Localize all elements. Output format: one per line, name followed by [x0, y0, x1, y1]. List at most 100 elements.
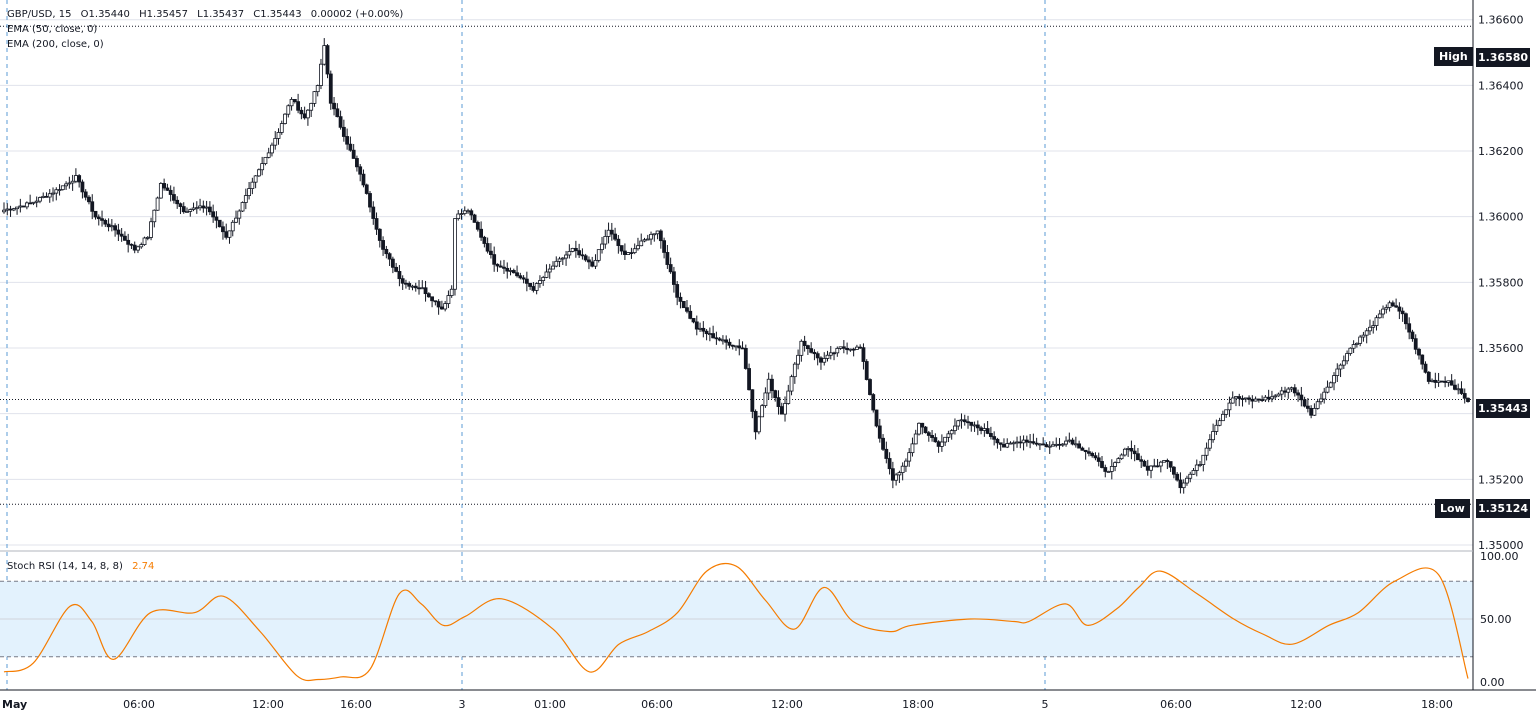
candle: [28, 194, 33, 205]
candle: [966, 415, 970, 429]
candle-body: [495, 263, 500, 267]
candle-body: [655, 230, 660, 235]
candle: [446, 290, 451, 309]
candle-body: [583, 255, 588, 261]
candle: [554, 256, 559, 268]
candle: [1404, 312, 1408, 330]
candle: [1237, 393, 1242, 407]
candle-body: [400, 278, 405, 284]
candle: [361, 169, 366, 188]
candle: [557, 256, 562, 268]
candle: [652, 233, 657, 242]
candle-body: [1057, 443, 1062, 446]
candle: [489, 243, 493, 259]
candle: [1345, 350, 1349, 365]
candle-body: [534, 283, 539, 291]
candle: [273, 131, 278, 150]
candle-body: [596, 249, 601, 261]
candle-body: [132, 244, 137, 251]
candle-body: [204, 206, 209, 209]
candle-body: [750, 389, 755, 412]
candle: [1276, 392, 1281, 397]
candle-body: [217, 219, 222, 228]
candle: [1315, 398, 1320, 410]
candle: [672, 266, 676, 293]
candle: [1217, 417, 1222, 427]
candle-body: [1119, 454, 1124, 460]
candle: [1247, 395, 1251, 405]
candle: [521, 275, 526, 284]
candle-body: [34, 200, 39, 203]
candle: [1106, 470, 1111, 473]
candle: [191, 202, 196, 212]
candle: [1368, 319, 1372, 336]
candle-body: [1256, 398, 1261, 401]
candle: [15, 206, 19, 215]
candle: [995, 437, 1000, 449]
candle-body: [80, 181, 85, 193]
candle-body: [158, 183, 163, 199]
candle: [80, 179, 85, 199]
candle: [1358, 334, 1363, 347]
candle: [1087, 447, 1091, 457]
candle: [534, 282, 539, 295]
candle-body: [930, 435, 934, 438]
candle-body: [211, 211, 216, 218]
candle: [175, 196, 180, 209]
candle: [1430, 378, 1434, 383]
candle-body: [123, 235, 127, 241]
candle: [701, 321, 706, 338]
time-tick-label: 06:00: [641, 698, 673, 711]
candle: [1260, 395, 1265, 403]
legend-low: L1.35437: [197, 9, 245, 20]
candle-body: [113, 225, 118, 231]
candle-body: [1443, 380, 1448, 383]
candle: [802, 335, 807, 352]
candle: [1413, 334, 1418, 355]
candle-body: [681, 300, 686, 309]
candle-body: [538, 280, 542, 284]
candle-body: [377, 228, 382, 241]
candle-body: [1453, 384, 1457, 390]
candle-body: [783, 403, 787, 415]
candle-body: [1136, 453, 1140, 461]
candle-body: [799, 340, 804, 356]
candle-body: [472, 214, 477, 223]
candle: [312, 91, 317, 107]
candle-body: [1279, 390, 1284, 395]
candle: [263, 156, 268, 166]
candle-body: [1371, 325, 1376, 328]
candle-body: [743, 347, 748, 369]
candle: [1319, 393, 1323, 405]
candle-body: [1132, 450, 1137, 455]
candle: [358, 164, 363, 182]
candle-body: [1270, 396, 1274, 400]
candle-body: [5, 208, 10, 211]
candle: [528, 282, 533, 290]
candle-body: [462, 210, 467, 214]
candle: [1191, 468, 1196, 475]
legend-ema-50[interactable]: EMA (50, close, 0): [7, 24, 98, 35]
candle: [1354, 342, 1359, 348]
candle: [949, 429, 954, 440]
candle: [789, 374, 794, 396]
stoch-legend[interactable]: Stoch RSI (14, 14, 8, 8) 2.74: [7, 559, 160, 574]
candle-body: [894, 474, 899, 481]
candle: [279, 120, 284, 135]
candle-body: [1064, 440, 1068, 445]
candle-body: [838, 346, 843, 349]
candle: [1041, 437, 1046, 446]
candle: [890, 461, 895, 489]
candle-body: [129, 243, 134, 246]
candle: [740, 341, 745, 350]
candle: [551, 261, 555, 270]
candle: [711, 325, 716, 339]
legend-ema-200[interactable]: EMA (200, close, 0): [7, 39, 104, 50]
candle-body: [136, 246, 140, 251]
candle: [1394, 298, 1399, 308]
candle: [992, 431, 997, 446]
candle-body: [21, 205, 26, 208]
candle: [204, 200, 209, 216]
time-tick-label: May: [2, 698, 27, 711]
